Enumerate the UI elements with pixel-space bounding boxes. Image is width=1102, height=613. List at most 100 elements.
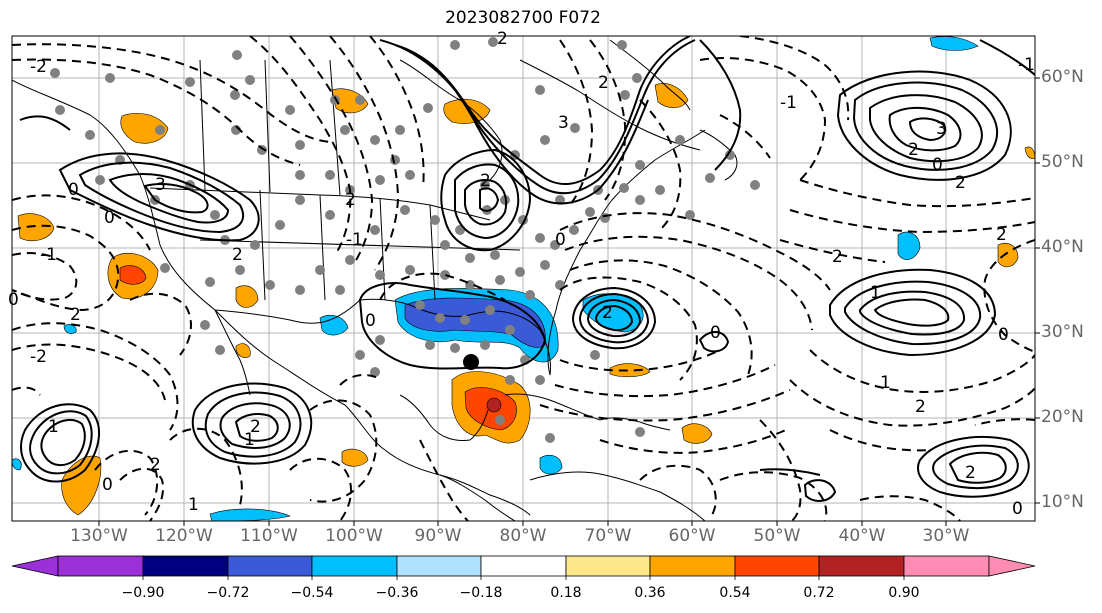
positive-shade-atl-east2 <box>1024 146 1035 159</box>
contour-label: 3 <box>155 175 166 195</box>
contour-label: 3 <box>936 119 947 139</box>
border-province-1 <box>199 59 206 191</box>
colorbar-label: 0.54 <box>719 585 751 601</box>
coastline-hispaniola <box>599 417 671 431</box>
contour-label: 2 <box>965 463 976 483</box>
lon-label: 40°W <box>838 526 886 546</box>
contour-label: 2 <box>70 305 81 325</box>
coastline-atlantic-us <box>547 129 706 376</box>
strong-negative-shade-gulf <box>404 297 546 348</box>
lat-label: 30°N <box>1041 322 1084 342</box>
contour-label: 0 <box>104 208 115 228</box>
border-province-2 <box>264 59 271 193</box>
colorbar-label: −0.72 <box>206 585 250 601</box>
negative-shade-pac-s <box>63 324 77 334</box>
coastline-greenland <box>609 39 691 111</box>
contour-label: 2 <box>915 397 926 417</box>
contour-label: 2 <box>497 29 508 49</box>
border-state-2 <box>319 194 326 301</box>
contour-label: 1 <box>880 373 891 393</box>
contour-label: 2 <box>250 417 261 437</box>
colorbar-label: −0.18 <box>459 585 503 601</box>
contour-label: 0 <box>555 230 566 250</box>
colorbar-label: 0.18 <box>550 585 582 601</box>
contour-label: 1 <box>48 417 59 437</box>
colorbar-bin <box>227 555 313 577</box>
border-state-1 <box>259 189 266 301</box>
lat-label: 60°N <box>1041 67 1084 87</box>
contour-label: 2 <box>232 245 243 265</box>
negative-shade-greenland-n <box>929 36 979 51</box>
graticule <box>12 36 1035 521</box>
colorbar-label: −0.36 <box>375 585 419 601</box>
negative-shade-caribbean-s <box>539 455 563 475</box>
contour-label: 2 <box>832 247 843 267</box>
negative-contours <box>12 36 1035 521</box>
lat-label: 20°N <box>1041 407 1084 427</box>
colorbar-bin <box>57 555 144 577</box>
max-shade-caribbean <box>486 397 502 413</box>
coastline-south-america <box>529 471 706 521</box>
positive-shade-bc <box>120 113 169 144</box>
contour-label: 2 <box>598 73 609 93</box>
positive-shade-atl-south <box>681 423 713 444</box>
coastline-hudson <box>399 59 503 181</box>
lon-label: 30°W <box>922 526 970 546</box>
colorbar-bin <box>734 555 820 577</box>
axis-ticks <box>98 77 1040 526</box>
lon-label: 80°W <box>499 526 547 546</box>
positive-shade-atl-central <box>609 363 651 378</box>
colorbar-bin <box>396 555 482 577</box>
colorbar-label: 0.72 <box>803 585 835 601</box>
positive-shade-mexico-w <box>235 285 259 308</box>
lat-label: 50°N <box>1041 152 1084 172</box>
contour-label: -2 <box>30 57 47 77</box>
negative-shade-pac-w <box>12 458 22 471</box>
lat-label: 10°N <box>1041 492 1084 512</box>
strong-positive-shade-pacific <box>119 265 147 285</box>
contour-labels: 0 0 0 0 0 0 0 0 0 0 1 1 1 1 1 2 2 2 2 2 … <box>8 29 1035 519</box>
lon-label: 110°W <box>240 526 298 546</box>
lon-label: 50°W <box>753 526 801 546</box>
colorbar-label: −0.90 <box>121 585 165 601</box>
positive-contours <box>19 36 1035 502</box>
coastline-central-america <box>439 474 531 516</box>
border-us-canada <box>149 187 491 221</box>
contour-label: 0 <box>102 475 113 495</box>
contour-label: 0 <box>1012 499 1023 519</box>
contour-label: -1 <box>780 93 797 113</box>
positive-shade-mexico-s <box>341 448 369 467</box>
contour-label: 2 <box>602 303 613 323</box>
contour-label: 0 <box>365 311 376 331</box>
anomaly-shading <box>12 36 1035 521</box>
positive-shade-eastpac <box>17 213 55 241</box>
colorbar-bin <box>311 555 398 577</box>
colorbar-label: 0.90 <box>888 585 920 601</box>
contour-label: -1 <box>346 230 363 250</box>
contour-label: 2 <box>480 171 491 191</box>
colorbar-bin <box>818 555 905 577</box>
contour-label: -1 <box>1018 55 1035 75</box>
contour-label: 0 <box>932 155 943 175</box>
lon-label: 130°W <box>70 526 128 546</box>
lon-label: 70°W <box>584 526 632 546</box>
contour-label: 3 <box>558 113 569 133</box>
lon-label: 120°W <box>155 526 213 546</box>
colorbar-label: −0.54 <box>290 585 334 601</box>
contour-label: -2 <box>30 347 47 367</box>
colorbar-bin <box>142 555 229 577</box>
contour-label: 1 <box>244 430 255 450</box>
lon-label: 100°W <box>325 526 383 546</box>
contour-label: 2 <box>150 455 161 475</box>
colorbar-bin <box>903 555 990 577</box>
colorbar-label: 0.36 <box>634 585 666 601</box>
negative-shade-mexico <box>319 315 349 336</box>
contour-label: 2 <box>908 140 919 160</box>
contour-label: 2 <box>955 173 966 193</box>
contour-label: 1 <box>870 283 881 303</box>
map-title: 2023082700 F072 <box>445 8 601 28</box>
lat-label: 40°N <box>1041 237 1084 257</box>
border-us-mexico <box>214 299 361 324</box>
contour-label: 2 <box>996 225 1007 245</box>
colorbar <box>11 555 1036 580</box>
